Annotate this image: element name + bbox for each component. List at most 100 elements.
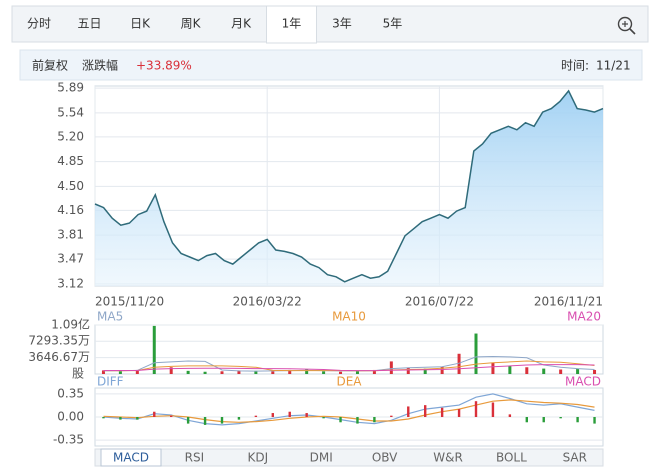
tab[interactable]: 1年	[282, 17, 302, 31]
indicator-tab[interactable]: W&R	[433, 451, 463, 465]
volume-bar	[593, 369, 597, 374]
macd-bar	[542, 417, 545, 423]
y-tick-label: 4.50	[57, 179, 84, 193]
indicator-tab[interactable]: BOLL	[496, 451, 527, 465]
legend-label: DIFF	[97, 375, 124, 389]
change-label: 涨跌幅	[82, 58, 118, 73]
legend-label: MA20	[567, 310, 601, 324]
macd-bar	[559, 417, 562, 419]
volume-bar	[508, 365, 512, 374]
indicator-bar	[94, 448, 604, 467]
volume-bar	[542, 368, 546, 374]
y-tick-label: 5.89	[57, 81, 84, 95]
price-line	[94, 89, 604, 283]
macd-bar	[525, 417, 528, 423]
indicator-tab[interactable]: OBV	[372, 451, 398, 465]
macd-bar	[390, 415, 393, 417]
macd-bar	[491, 402, 495, 417]
macd-bar	[102, 417, 105, 419]
volume-bar	[372, 369, 376, 374]
macd-bar	[322, 417, 325, 419]
ma-line	[103, 364, 595, 372]
volume-bar	[288, 369, 292, 374]
volume-bar	[440, 366, 444, 374]
volume-bar	[423, 368, 427, 374]
volume-bar	[339, 371, 343, 374]
tab[interactable]: 5年	[383, 17, 403, 31]
volume-bar	[237, 370, 241, 374]
volume-bar	[271, 371, 275, 374]
macd-bar	[254, 415, 258, 417]
volume-bar	[457, 353, 461, 374]
time-value: 11/21	[596, 59, 631, 73]
indicator-tab[interactable]: DMI	[310, 451, 333, 465]
change-value: +33.89%	[136, 59, 192, 73]
macd-bar	[474, 401, 478, 417]
macd-bar	[186, 417, 190, 424]
x-tick-label: 2016/03/22	[233, 295, 302, 309]
adjust-label: 前复权	[32, 58, 68, 73]
macd-bar	[136, 417, 139, 420]
tab[interactable]: 月K	[231, 17, 252, 31]
tab[interactable]: 周K	[181, 17, 202, 31]
macd-bar	[424, 405, 427, 417]
y-tick-label: 4.85	[57, 154, 84, 168]
volume-bar	[406, 367, 410, 374]
macd-bar	[288, 411, 291, 417]
macd-bar	[373, 417, 376, 423]
tab[interactable]: 日K	[130, 17, 151, 31]
tab-active	[266, 5, 317, 44]
volume-bar	[491, 362, 495, 374]
tab[interactable]: 分时	[27, 17, 51, 31]
volume-bar	[322, 371, 326, 374]
macd-bar	[407, 406, 410, 417]
volume-bar	[135, 369, 139, 374]
macd-bar	[119, 417, 122, 420]
macd-line	[103, 393, 595, 426]
macd-bar	[237, 417, 241, 420]
volume-bar	[169, 367, 173, 374]
macd-bar	[440, 407, 444, 417]
tab[interactable]: 3年	[332, 17, 352, 31]
y-tick-label: 3.12	[57, 276, 84, 290]
macd-bar	[203, 417, 207, 425]
macd-bar	[305, 413, 308, 417]
x-tick-label: 2016/07/22	[405, 295, 474, 309]
macd-bar	[457, 409, 461, 417]
zoom-icon[interactable]	[617, 16, 633, 32]
macd-bar	[339, 417, 342, 423]
volume-bar	[305, 369, 309, 374]
macd-bar	[271, 413, 274, 417]
y-tick-label: 3.47	[57, 252, 84, 266]
indicator-active	[100, 448, 162, 467]
unit-label: 股	[72, 367, 84, 381]
legend-label: MACD	[565, 375, 601, 389]
x-tick-label: 2016/11/21	[534, 295, 603, 309]
zoom-handle	[629, 28, 636, 35]
y-tick-label: 5.20	[57, 129, 84, 143]
macd-bar	[593, 417, 596, 424]
volume-bar	[474, 333, 478, 374]
volume-bar	[220, 371, 224, 374]
volume-bar	[101, 370, 105, 374]
indicator-tab[interactable]: SAR	[563, 451, 587, 465]
area-fill	[95, 90, 603, 287]
volume-bar	[559, 369, 563, 374]
y-tick-label: 7293.35万	[28, 334, 90, 348]
y-tick-label: 3.81	[57, 228, 84, 242]
volume-bar	[525, 367, 529, 374]
volume-bar	[355, 370, 359, 374]
time-label: 时间:	[561, 59, 589, 73]
y-tick-label: 4.16	[57, 203, 84, 217]
volume-bar	[118, 371, 122, 374]
info-bar	[19, 49, 643, 81]
indicator-tab[interactable]: RSI	[185, 451, 205, 465]
indicator-tab[interactable]: KDJ	[247, 451, 268, 465]
y-tick-label: 5.54	[57, 105, 84, 119]
indicator-tab[interactable]: MACD	[113, 451, 149, 465]
macd-bar	[170, 415, 173, 417]
tab[interactable]: 五日	[77, 17, 101, 31]
volume-bar	[389, 361, 393, 374]
macd-bar	[508, 414, 512, 417]
y-tick-label: 0.00	[57, 410, 84, 424]
